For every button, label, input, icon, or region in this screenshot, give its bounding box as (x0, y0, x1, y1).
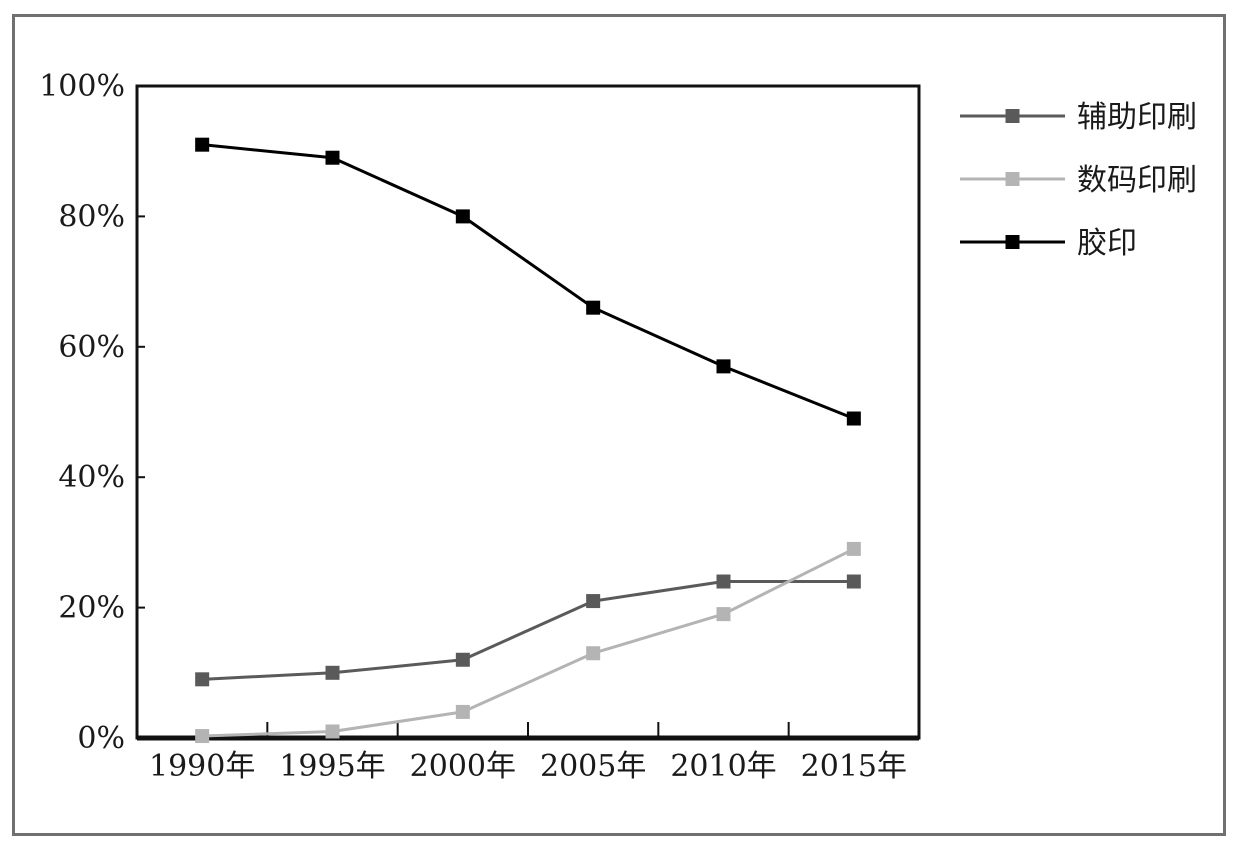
legend-item: 胶印 (960, 226, 1137, 261)
y-tick-label: 80% (58, 199, 125, 234)
x-tick-label: 1995年 (279, 749, 385, 784)
series-2-point (716, 607, 731, 622)
series-3 (195, 137, 861, 426)
series-1-point (195, 672, 210, 687)
series-2-point (586, 646, 601, 661)
series-2-point (325, 724, 340, 739)
series-2-point (846, 541, 861, 556)
legend-label: 数码印刷 (1077, 163, 1197, 198)
series-3-point (195, 137, 210, 152)
series-1-point (846, 574, 861, 589)
legend-label: 辅助印刷 (1077, 100, 1197, 135)
legend-item: 数码印刷 (960, 163, 1197, 198)
x-tick-label: 2005年 (540, 749, 646, 784)
series-2 (195, 541, 861, 744)
series-1 (195, 574, 861, 687)
series-1-point (455, 652, 470, 667)
x-tick-label: 2000年 (410, 749, 516, 784)
series-3-point (325, 150, 340, 165)
series-3-point (846, 411, 861, 426)
series-3-point (455, 209, 470, 224)
legend-label: 胶印 (1077, 226, 1137, 261)
series-2-line (202, 547, 855, 738)
x-tick-label: 2010年 (670, 749, 776, 784)
legend-swatch-marker (1005, 109, 1020, 123)
x-tick-label: 1990年 (149, 749, 255, 784)
series-2-point (455, 704, 470, 719)
y-tick-label: 40% (58, 460, 125, 495)
series-2-point (195, 729, 210, 744)
chart-frame (12, 14, 1226, 836)
plot-area (135, 84, 921, 740)
series-3-point (716, 359, 731, 374)
series-3-point (586, 300, 601, 315)
legend-item: 辅助印刷 (960, 100, 1197, 135)
y-tick-label: 20% (58, 591, 125, 626)
x-tick-label: 2015年 (801, 749, 907, 784)
legend-swatch-marker (1005, 235, 1020, 249)
series-3-line (202, 143, 855, 420)
y-tick-label: 0% (77, 721, 125, 756)
series-1-line (202, 580, 854, 681)
series-1-point (716, 574, 731, 589)
legend-swatch-marker (1005, 172, 1020, 186)
series-1-point (325, 665, 340, 680)
y-tick-label: 60% (58, 330, 125, 365)
series-1-point (586, 594, 601, 609)
y-tick-label: 100% (39, 69, 125, 104)
